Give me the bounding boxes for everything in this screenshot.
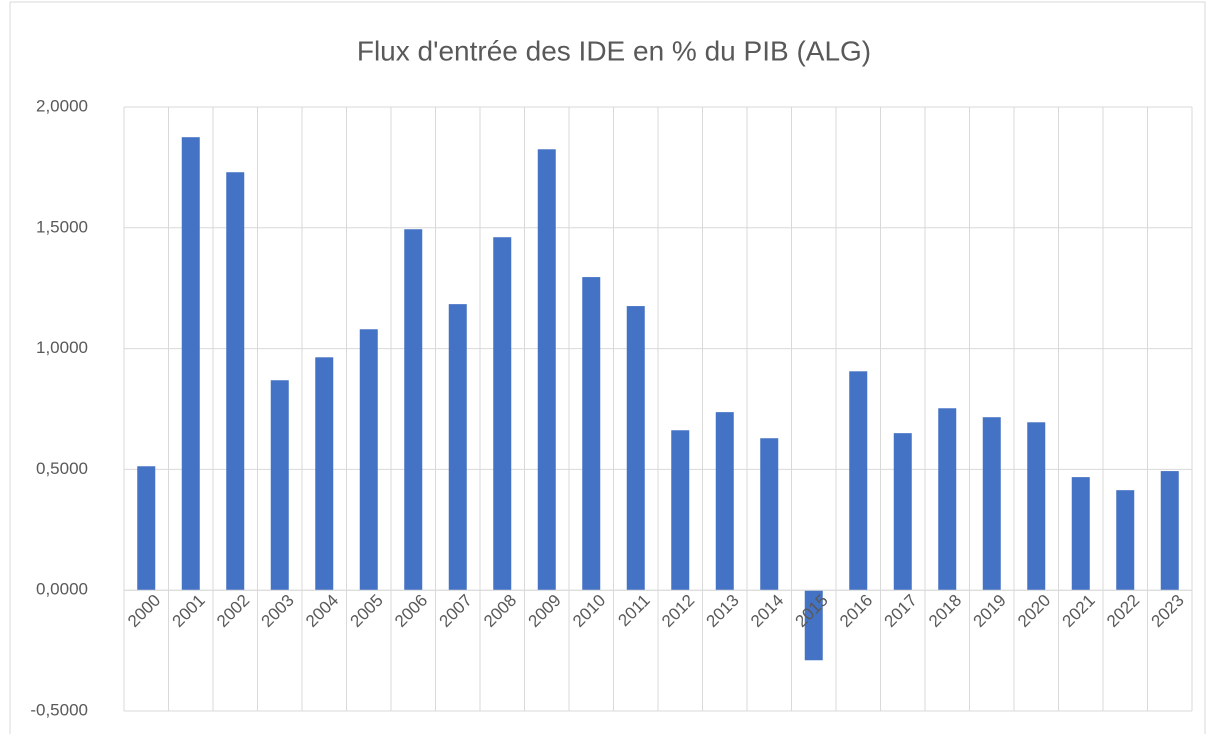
bar: [404, 229, 423, 591]
y-tick-label: 0,5000: [36, 459, 88, 478]
bar: [938, 408, 957, 591]
bar: [804, 590, 823, 661]
bar: [181, 137, 200, 591]
chart-frame: [9, 1, 1206, 734]
bar: [270, 380, 289, 591]
bar: [493, 237, 512, 591]
bar: [626, 306, 645, 591]
bar: [1160, 471, 1179, 591]
y-tick-label: 1,0000: [36, 338, 88, 357]
bar: [315, 357, 334, 591]
bar: [582, 277, 601, 591]
bar: [760, 438, 779, 591]
bar: [226, 172, 245, 591]
bar: [448, 304, 467, 591]
bar: [671, 430, 690, 591]
bar: [715, 412, 734, 591]
y-tick-label: 2,0000: [36, 96, 88, 115]
chart-title: Flux d'entrée des IDE en % du PIB (ALG): [357, 35, 871, 66]
bar: [359, 329, 378, 591]
bar: [849, 371, 868, 591]
y-tick-label: 0,0000: [36, 580, 88, 599]
bar: [1071, 477, 1090, 591]
bar: [1027, 422, 1046, 591]
y-tick-label: -0,5000: [30, 700, 88, 719]
bar: [982, 417, 1001, 591]
bar: [893, 433, 912, 591]
bar: [137, 466, 156, 591]
y-tick-label: 1,5000: [36, 217, 88, 236]
bar: [537, 149, 556, 591]
bar: [1116, 490, 1135, 591]
